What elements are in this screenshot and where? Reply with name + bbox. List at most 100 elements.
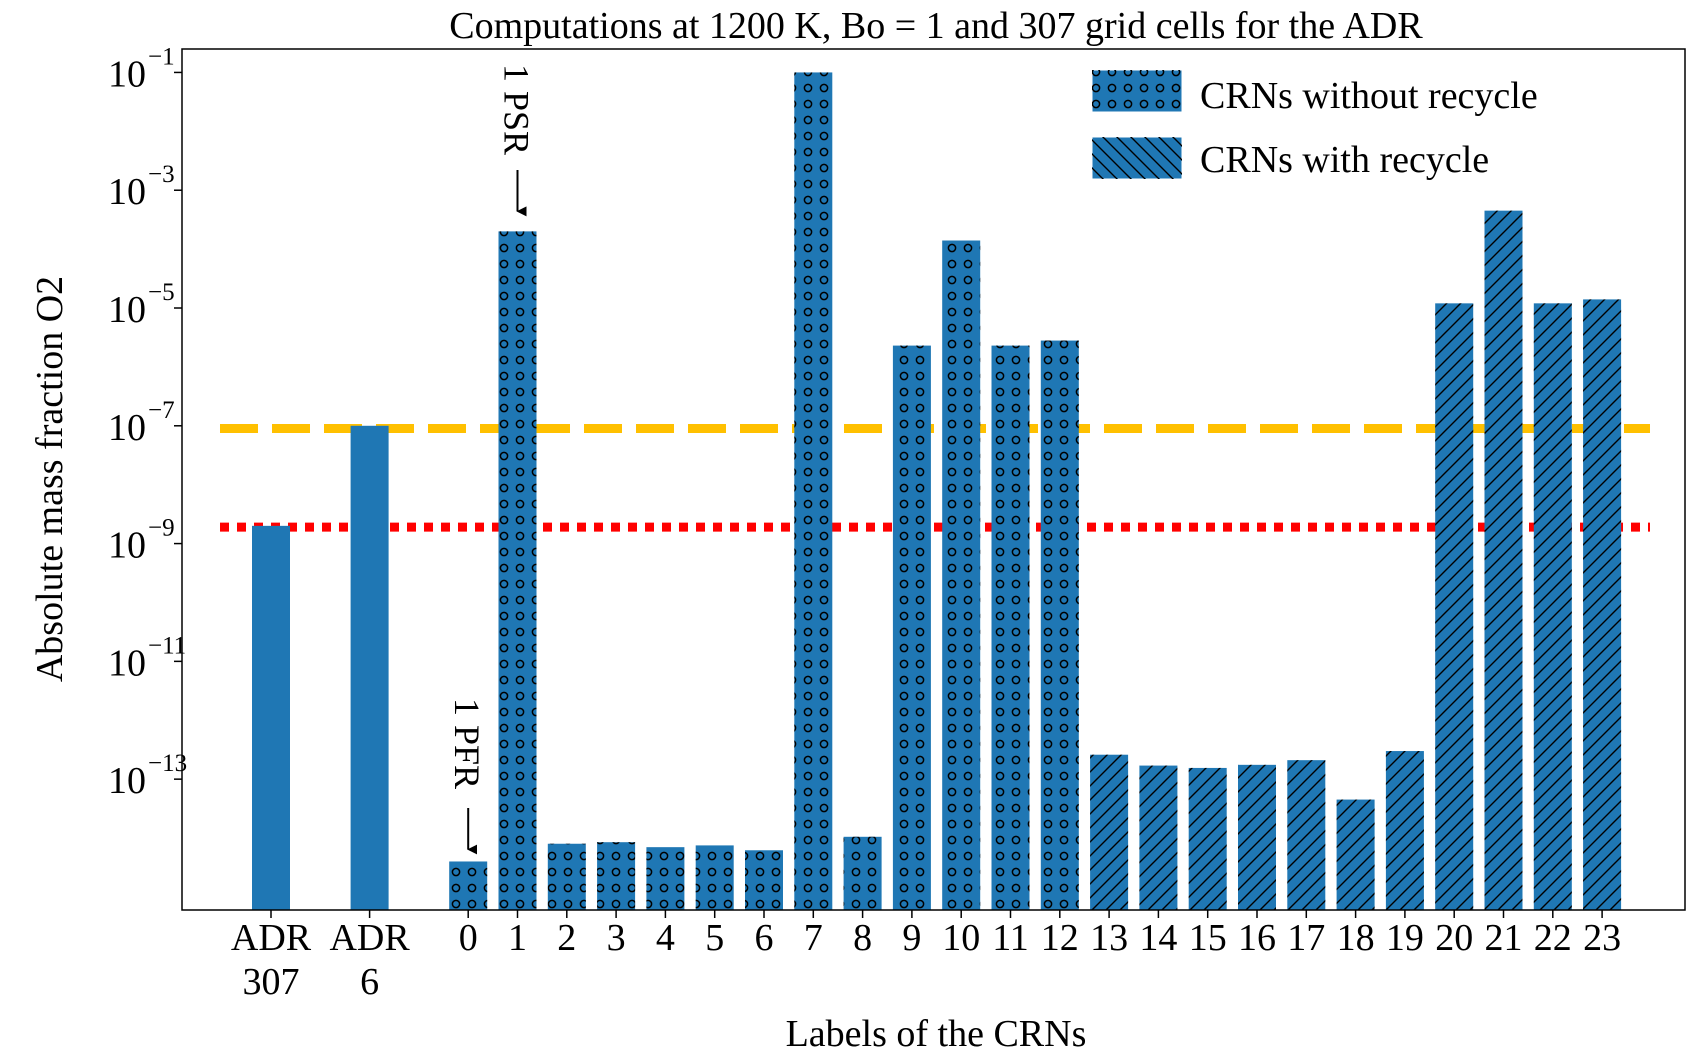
y-axis-label: Absolute mass fraction O2 <box>29 276 71 682</box>
bar-pattern-hatch <box>1533 303 1572 910</box>
x-tick-label: 7 <box>804 917 823 959</box>
bar-7 <box>794 72 833 910</box>
bar-fill <box>350 425 389 910</box>
x-tick-label: 22 <box>1534 917 1572 959</box>
bar-pattern-hatch <box>1139 765 1178 910</box>
y-tick-label: 10 <box>108 642 146 684</box>
bar-pattern-hatch <box>1336 799 1375 910</box>
x-tick-label: 12 <box>1041 917 1079 959</box>
x-tick-label: 9 <box>902 917 921 959</box>
x-tick-label: 3 <box>607 917 626 959</box>
bar-pattern-hatch <box>1188 767 1227 910</box>
bar-pattern-hatch <box>1484 210 1523 910</box>
x-tick-label: 16 <box>1238 917 1276 959</box>
bar-pattern-circles <box>745 850 783 910</box>
x-tick-label: 4 <box>656 917 675 959</box>
bar-13 <box>1090 754 1129 910</box>
y-tick-exponent: −3 <box>148 161 175 188</box>
y-tick-exponent: −1 <box>148 43 175 70</box>
y-tick-label: 10 <box>108 53 146 95</box>
x-tick-label: 11 <box>992 917 1029 959</box>
annotation-psr: 1 PSR <box>497 64 537 217</box>
bar-pattern-circles <box>547 843 586 910</box>
bar-19 <box>1385 751 1424 910</box>
bar-15 <box>1188 767 1227 910</box>
x-tick-label: 15 <box>1189 917 1227 959</box>
x-tick-label: 6 <box>755 917 774 959</box>
x-tick-label: 307 <box>243 961 300 1003</box>
legend-label-without-recycle: CRNs without recycle <box>1200 75 1538 117</box>
bar-pattern-circles <box>892 345 931 910</box>
bar-21 <box>1484 210 1523 910</box>
y-tick-label: 10 <box>108 407 146 449</box>
legend: CRNs without recycle CRNs with recycle <box>1091 69 1538 181</box>
x-tick-label: 0 <box>459 917 478 959</box>
bar-pattern-circles <box>646 847 685 910</box>
bar-pattern-circles <box>991 345 1030 910</box>
bar-11 <box>991 345 1030 910</box>
bar-3 <box>597 842 636 910</box>
x-tick-label: 1 <box>508 917 527 959</box>
y-tick-exponent: −13 <box>148 750 187 777</box>
x-tick-label: 17 <box>1287 917 1325 959</box>
bar-20 <box>1435 303 1474 910</box>
bar-9 <box>892 345 931 910</box>
reference-lines <box>220 423 1650 532</box>
legend-swatch-without-recycle-pattern <box>1092 70 1182 112</box>
bar-pattern-hatch <box>1435 303 1474 910</box>
bars <box>252 72 1622 911</box>
legend-swatch-with-recycle-pattern <box>1092 137 1182 179</box>
bar-2 <box>547 843 586 910</box>
bar-adr-307 <box>252 525 290 910</box>
bar-pattern-circles <box>597 842 636 910</box>
legend-label-with-recycle: CRNs with recycle <box>1200 139 1489 181</box>
bar-pattern-hatch <box>1385 751 1424 910</box>
bar-pattern-hatch <box>1238 764 1276 910</box>
bar-18 <box>1336 799 1375 910</box>
bar-10 <box>942 240 981 910</box>
y-tick-exponent: −7 <box>148 397 175 424</box>
bar-pattern-circles <box>942 240 981 910</box>
bar-17 <box>1287 760 1326 910</box>
annotation-psr-text: 1 PSR <box>497 64 537 155</box>
bar-0 <box>449 861 488 910</box>
x-tick-label: 19 <box>1386 917 1424 959</box>
bar-pattern-hatch <box>1583 299 1622 911</box>
bar-1 <box>498 231 537 911</box>
annotation-pfr-text: 1 PFR <box>447 698 487 789</box>
bar-pattern-circles <box>498 231 537 911</box>
bar-6 <box>745 850 783 910</box>
x-tick-label: 20 <box>1435 917 1473 959</box>
y-tick-exponent: −9 <box>148 515 175 542</box>
x-tick-label: 10 <box>942 917 980 959</box>
bar-pattern-hatch <box>1090 754 1129 910</box>
chart-title: Computations at 1200 K, Bo = 1 and 307 g… <box>449 5 1423 47</box>
x-tick-label: 14 <box>1139 917 1177 959</box>
x-tick-label: 8 <box>853 917 872 959</box>
bar-14 <box>1139 765 1178 910</box>
bar-pattern-circles <box>695 845 734 910</box>
x-tick-label: 2 <box>557 917 576 959</box>
x-axis-label: Labels of the CRNs <box>786 1013 1087 1055</box>
x-tick-label: 18 <box>1337 917 1375 959</box>
bar-22 <box>1533 303 1572 910</box>
bar-8 <box>843 836 882 910</box>
bar-pattern-hatch <box>1287 760 1326 910</box>
y-tick-label: 10 <box>108 760 146 802</box>
x-tick-label: 21 <box>1485 917 1523 959</box>
bar-16 <box>1238 764 1276 910</box>
bar-12 <box>1040 340 1079 910</box>
y-tick-exponent: −11 <box>148 632 186 659</box>
x-tick-label: 13 <box>1090 917 1128 959</box>
bar-23 <box>1583 299 1622 911</box>
bar-fill <box>252 525 290 910</box>
bar-pattern-circles <box>843 836 882 910</box>
bar-pattern-circles <box>1040 340 1079 910</box>
bar-pattern-circles <box>794 72 833 910</box>
bar-pattern-circles <box>449 861 488 910</box>
y-tick-label: 10 <box>108 171 146 213</box>
